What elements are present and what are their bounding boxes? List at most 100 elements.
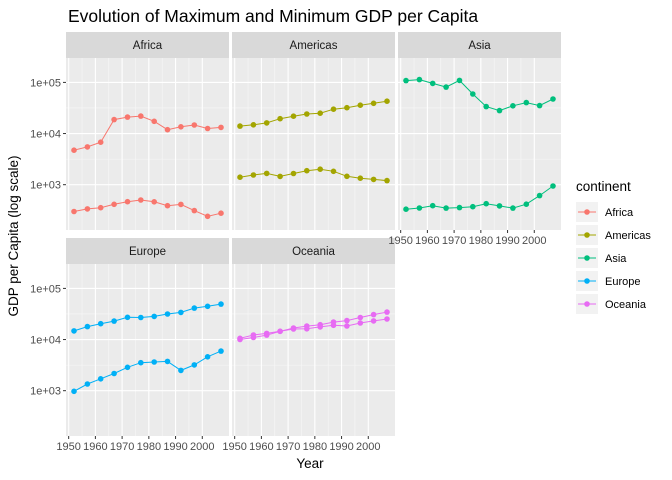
data-point [71, 388, 77, 395]
legend-key-point [584, 255, 590, 261]
data-point [536, 192, 543, 199]
data-point [84, 206, 91, 212]
facet-strip-label: Oceania [292, 246, 335, 258]
data-point [370, 176, 377, 183]
legend-title: continent [576, 179, 631, 194]
data-point [250, 122, 257, 128]
x-tick-label: 1980 [137, 441, 161, 453]
legend-key-africa: Africa [576, 202, 634, 222]
data-point [151, 313, 157, 320]
x-tick-label: 1960 [249, 441, 273, 453]
x-tick-label: 1990 [329, 441, 353, 453]
data-point [71, 208, 77, 215]
data-point [384, 316, 390, 322]
legend-key-asia: Asia [576, 248, 627, 268]
data-point [218, 348, 224, 354]
data-point [250, 172, 257, 178]
data-point [191, 207, 198, 214]
data-point [237, 174, 243, 180]
data-point [178, 201, 184, 208]
legend-key-point [584, 209, 590, 215]
data-point [304, 326, 310, 332]
x-tick-label: 2000 [522, 235, 546, 247]
facet-strip-label: Americas [290, 40, 338, 52]
data-point [357, 314, 364, 321]
data-point [277, 328, 283, 335]
legend-key-americas: Americas [576, 225, 651, 245]
data-point [263, 170, 270, 177]
legend-key-point [584, 232, 590, 238]
data-point [290, 326, 297, 332]
data-point [357, 102, 364, 108]
data-point [510, 103, 516, 109]
facet-strip-label: Africa [133, 40, 163, 52]
data-point [237, 336, 243, 343]
data-point [218, 210, 224, 216]
data-point [344, 173, 350, 180]
data-point [124, 314, 131, 321]
data-point [204, 125, 211, 132]
data-point [178, 124, 184, 130]
facet-strip [66, 238, 229, 264]
data-point [124, 364, 131, 371]
panel-background [232, 58, 395, 230]
data-point [164, 202, 171, 209]
data-point [111, 201, 117, 208]
facet-strip-label: Asia [468, 40, 491, 52]
legend-key-europe: Europe [576, 271, 640, 291]
legend-keys: Africa Americas Asia Europe Oceania [576, 202, 651, 314]
data-point [370, 100, 377, 107]
data-point [416, 76, 423, 83]
data-point [178, 309, 184, 316]
legend-label: Asia [605, 253, 627, 265]
data-point [370, 311, 377, 318]
y-tick-label: 1e+03 [30, 386, 61, 398]
x-tick-label: 1970 [110, 441, 134, 453]
data-point [263, 120, 270, 126]
panel-background [66, 264, 229, 436]
data-point [218, 124, 224, 131]
x-tick-label: 2000 [356, 441, 380, 453]
legend-key-oceania: Oceania [576, 294, 647, 314]
data-point [204, 354, 211, 360]
data-point [443, 84, 449, 90]
x-tick-label: 1990 [495, 235, 519, 247]
data-point [330, 322, 337, 329]
facet-strip [232, 238, 395, 264]
legend-label: Americas [605, 230, 651, 242]
x-tick-label: 1980 [469, 235, 493, 247]
data-point [71, 147, 77, 153]
data-point [191, 362, 198, 368]
panel-background [232, 264, 395, 436]
data-point [250, 334, 257, 341]
data-point [263, 332, 270, 338]
data-point [536, 102, 543, 109]
data-point [138, 359, 144, 366]
data-point [304, 111, 310, 117]
data-point [470, 203, 476, 210]
data-point [290, 113, 297, 119]
data-point [164, 358, 171, 365]
data-point [151, 199, 157, 205]
x-tick-label: 1950 [222, 441, 246, 453]
panel-background [398, 58, 561, 230]
legend-key-point [584, 278, 590, 284]
data-point [344, 323, 350, 329]
data-point [71, 328, 77, 334]
facet-strip [398, 32, 561, 58]
data-point [191, 305, 198, 311]
data-point [111, 318, 117, 324]
panel-background [66, 58, 229, 230]
data-point [456, 77, 463, 84]
data-point [496, 107, 503, 114]
data-point [496, 203, 503, 209]
data-point [443, 205, 449, 211]
facet-panel-europe: Europe [66, 238, 229, 436]
data-point [429, 80, 436, 87]
data-point [550, 96, 556, 102]
data-point [416, 205, 423, 211]
data-point [97, 320, 104, 327]
data-point [151, 359, 157, 365]
x-tick-label: 1970 [442, 235, 466, 247]
